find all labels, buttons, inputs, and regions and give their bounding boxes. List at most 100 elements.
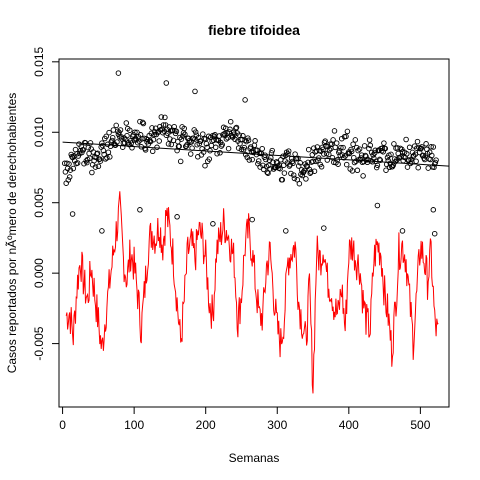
data-point	[365, 157, 371, 163]
data-point	[233, 124, 240, 131]
data-point	[249, 156, 255, 163]
data-point	[165, 141, 172, 147]
data-point	[324, 157, 331, 163]
data-point	[260, 162, 266, 169]
data-point	[105, 149, 112, 155]
data-point	[174, 214, 180, 220]
data-point	[137, 207, 143, 213]
data-point	[283, 228, 289, 234]
data-point	[214, 150, 220, 157]
data-point	[85, 144, 92, 151]
data-point	[406, 144, 413, 151]
data-point	[290, 160, 296, 167]
data-point	[376, 156, 383, 163]
data-point	[199, 146, 205, 152]
data-point	[374, 202, 381, 209]
data-point	[95, 163, 102, 170]
data-point	[149, 148, 156, 155]
data-point	[69, 211, 76, 217]
data-point	[399, 146, 405, 153]
data-point	[352, 137, 359, 143]
data-point	[277, 165, 283, 172]
data-point	[424, 146, 430, 153]
y-tick-label: 0.010	[32, 117, 46, 147]
data-point	[403, 136, 409, 143]
data-point	[353, 144, 360, 151]
data-point	[309, 152, 316, 158]
data-point	[265, 170, 271, 176]
data-point	[372, 147, 379, 154]
data-point	[89, 169, 95, 176]
point-series	[61, 70, 439, 237]
data-point	[124, 132, 130, 139]
data-point	[338, 144, 344, 151]
data-point	[158, 114, 165, 120]
data-point	[366, 145, 372, 152]
data-point	[373, 164, 380, 171]
y-axis-label: Casos reportados por nÃºmero de derechoh…	[5, 93, 19, 374]
data-point	[65, 177, 72, 183]
data-point	[142, 147, 149, 153]
data-point	[263, 156, 269, 163]
data-point	[243, 151, 249, 158]
data-point	[360, 173, 366, 179]
data-point	[279, 177, 286, 183]
data-point	[242, 97, 248, 103]
residual-series	[65, 191, 439, 394]
data-point	[367, 142, 374, 149]
y-tick-label: -0.005	[32, 326, 46, 360]
data-point	[99, 140, 105, 146]
data-point	[297, 160, 303, 166]
data-point	[216, 133, 223, 139]
data-point	[127, 127, 133, 133]
data-point	[383, 167, 389, 173]
data-point	[117, 127, 124, 133]
data-point	[344, 128, 351, 135]
data-point	[308, 169, 314, 175]
data-point	[112, 142, 119, 148]
data-point	[285, 151, 291, 157]
data-point	[255, 158, 262, 164]
x-tick-label: 200	[196, 418, 216, 432]
data-point	[303, 176, 309, 182]
data-point	[399, 149, 406, 155]
data-point	[391, 141, 397, 147]
data-point	[379, 145, 386, 151]
data-point	[99, 142, 106, 149]
data-point	[369, 159, 376, 165]
data-point	[296, 180, 303, 187]
data-point	[123, 120, 130, 126]
data-point	[428, 144, 434, 150]
data-point	[129, 145, 135, 151]
data-point	[200, 131, 206, 137]
data-point	[139, 119, 146, 126]
data-point	[323, 143, 329, 149]
data-point	[160, 129, 166, 136]
data-point	[147, 138, 153, 144]
data-point	[377, 157, 384, 163]
data-point	[411, 152, 417, 159]
data-point	[119, 144, 126, 150]
residual-line	[65, 191, 439, 394]
data-point	[204, 144, 210, 151]
data-point	[104, 155, 110, 161]
data-point	[134, 139, 141, 146]
data-point	[196, 140, 203, 147]
data-point	[292, 151, 298, 157]
data-point	[355, 147, 361, 154]
data-point	[316, 155, 322, 161]
data-point	[335, 161, 341, 167]
data-point	[187, 151, 194, 157]
data-point	[102, 156, 109, 162]
data-point	[156, 138, 162, 144]
data-point	[288, 170, 294, 177]
data-point	[97, 158, 104, 164]
data-point	[415, 164, 421, 171]
data-point	[200, 149, 207, 155]
data-point	[290, 172, 297, 178]
data-point	[241, 144, 248, 151]
data-point	[348, 148, 355, 155]
data-point	[430, 207, 437, 213]
data-point	[321, 225, 327, 231]
data-point	[237, 140, 243, 147]
